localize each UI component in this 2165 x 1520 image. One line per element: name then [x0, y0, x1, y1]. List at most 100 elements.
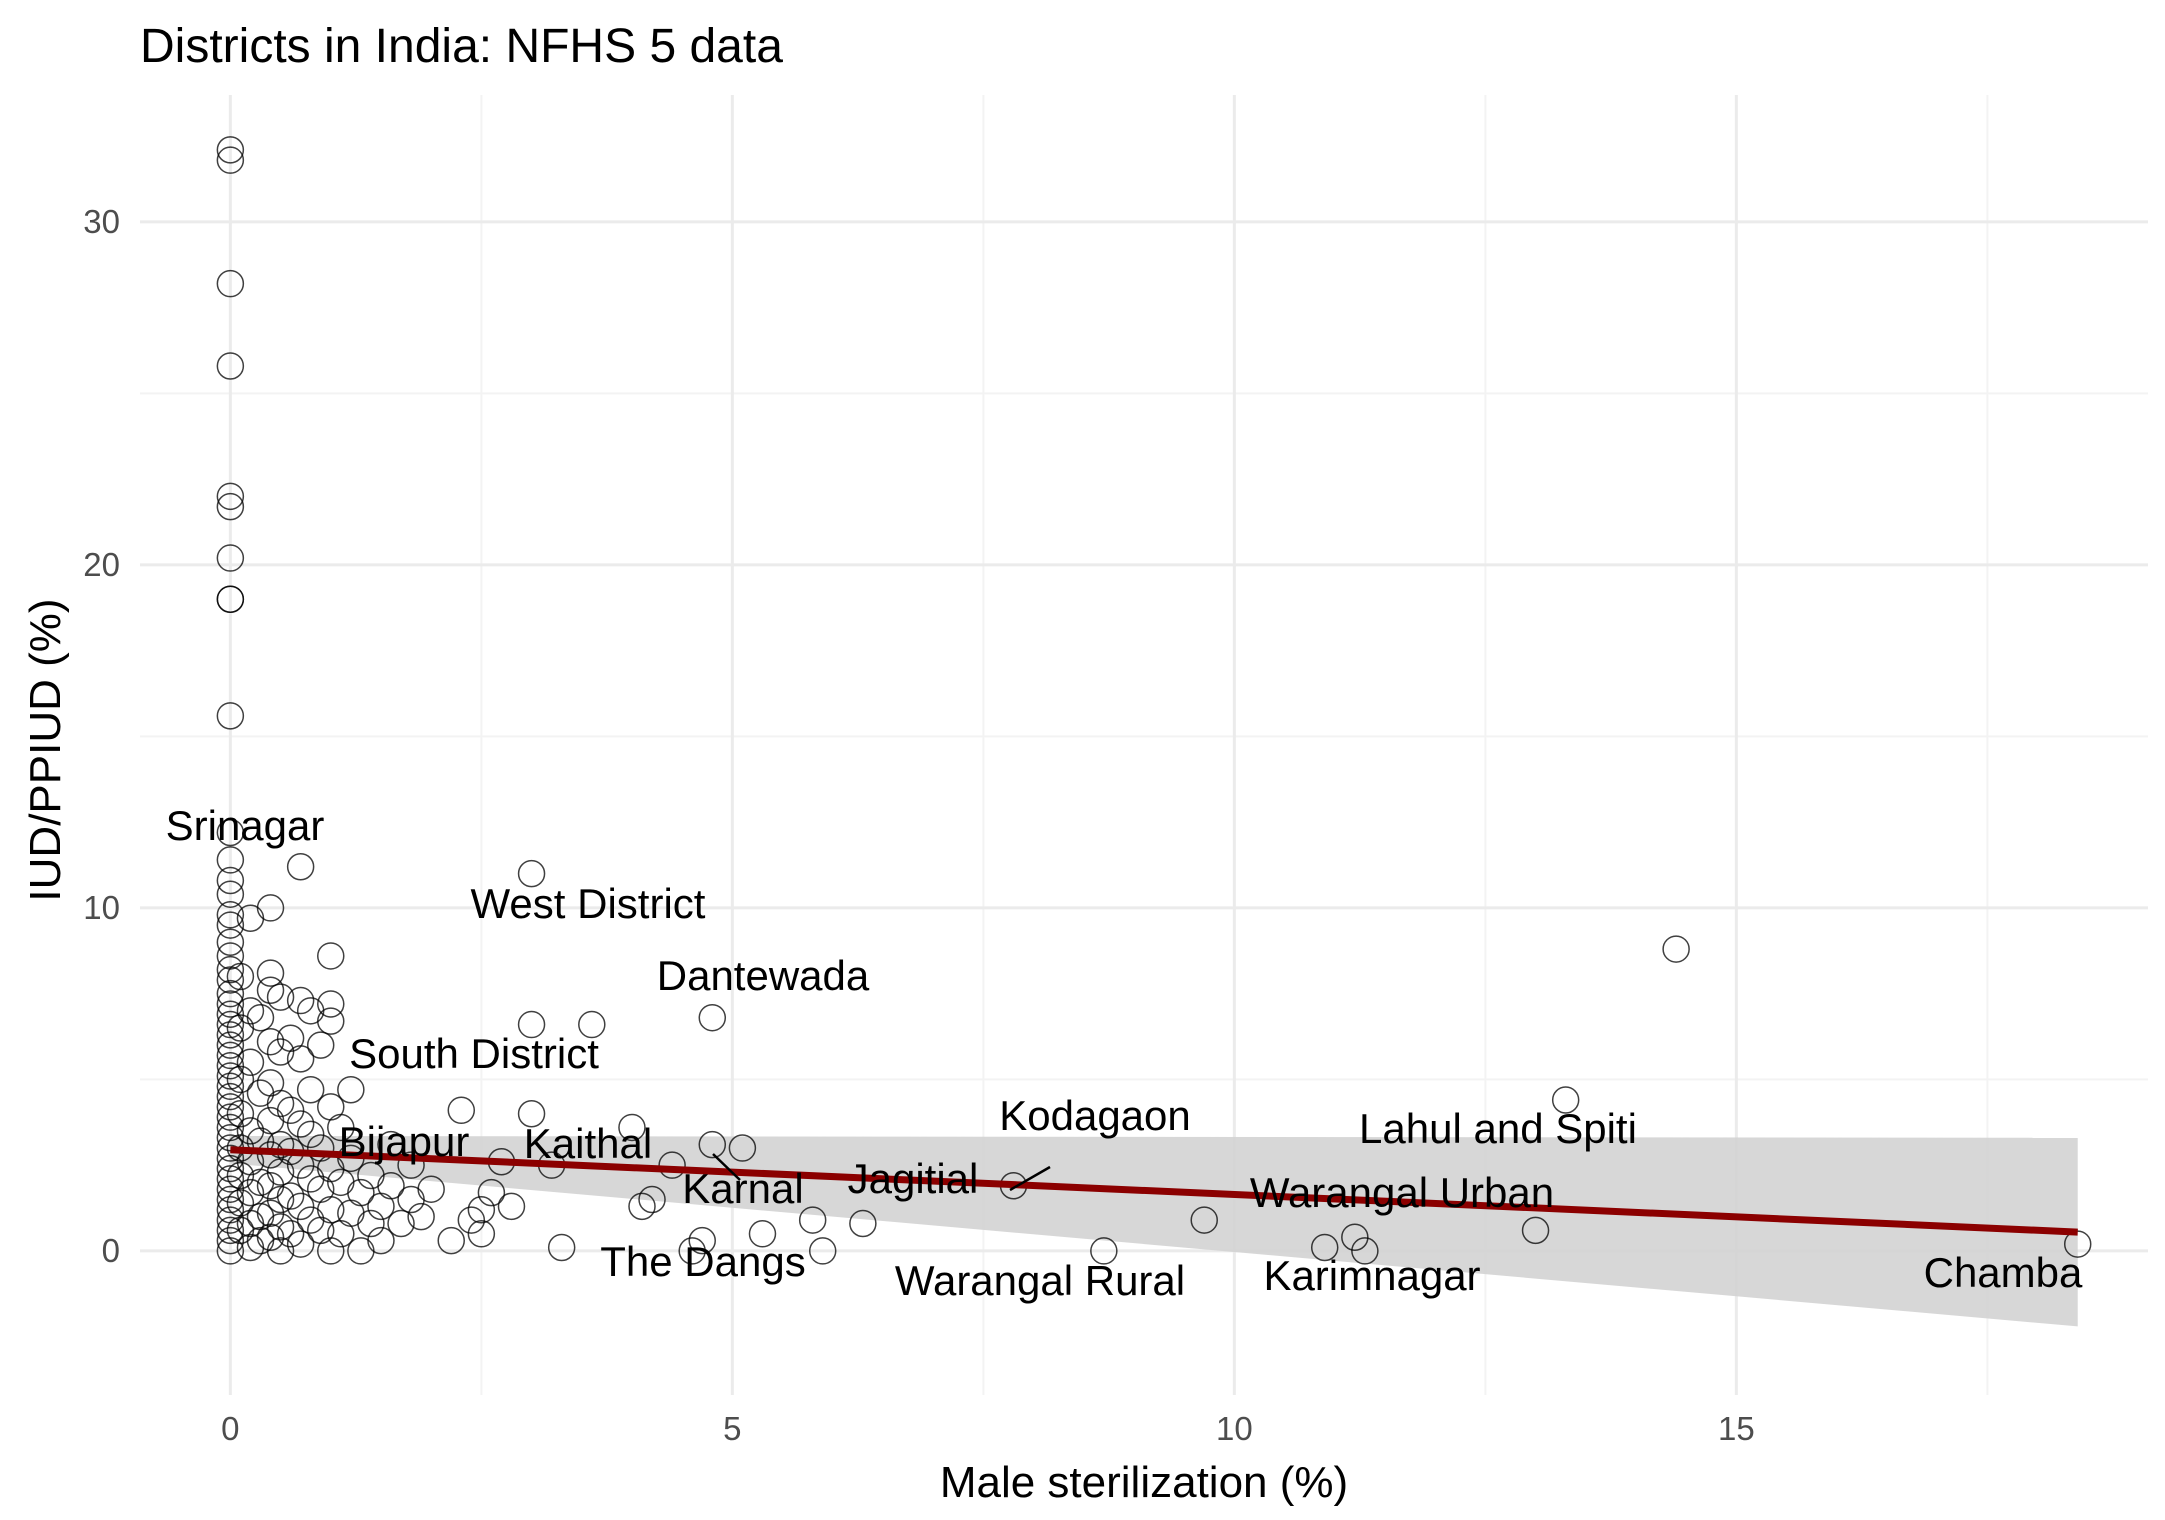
data-point: [216, 1175, 245, 1203]
data-point: [658, 1151, 686, 1179]
trend-line: [230, 1146, 2078, 1236]
data-point: [256, 976, 285, 1005]
data-point: [216, 482, 245, 511]
data-point: [357, 1209, 385, 1238]
data-point: [226, 1099, 255, 1128]
y-tick-label: 10: [83, 889, 120, 926]
data-point: [266, 1038, 295, 1066]
point-label: Karimnagar: [1263, 1252, 1480, 1299]
data-point: [216, 544, 245, 572]
y-axis-title: IUD/PPIUD (%): [21, 598, 70, 901]
point-label: Warangal Rural: [895, 1257, 1185, 1304]
data-point: [216, 1216, 245, 1245]
data-point: [256, 959, 285, 987]
data-point: [216, 1031, 245, 1059]
data-point: [698, 1130, 727, 1159]
data-point: [266, 1089, 295, 1118]
data-point: [286, 1230, 315, 1258]
data-point: [286, 986, 315, 1015]
data-point: [216, 1103, 245, 1131]
data-point: [266, 1237, 295, 1265]
point-label: Karnal: [682, 1165, 803, 1212]
data-point: [447, 1096, 476, 1125]
data-point: [216, 911, 245, 939]
data-point: [317, 942, 345, 970]
data-point: [216, 1041, 245, 1070]
point-label: West District: [471, 880, 706, 927]
data-point: [226, 962, 255, 991]
data-point: [226, 1161, 255, 1190]
data-point: [216, 846, 245, 874]
point-labels-layer: Srinagar West District Dantewada South Dist…: [166, 802, 2083, 1304]
data-point: [286, 1110, 315, 1138]
confidence-band-layer: [230, 1136, 2078, 1327]
data-point: [317, 1237, 345, 1265]
data-point: [327, 1113, 355, 1142]
data-point: [397, 1151, 425, 1179]
data-point: [748, 1220, 777, 1248]
data-point: [216, 1185, 245, 1214]
data-point: [216, 1165, 245, 1193]
x-tick-label: 5: [723, 1410, 741, 1447]
data-point: [216, 901, 245, 929]
data-point: [296, 1206, 325, 1234]
point-label: Kodagaon: [999, 1092, 1191, 1139]
label-leader-line: [1009, 1165, 1051, 1192]
data-point: [216, 1021, 245, 1049]
tick-labels-layer: 0 5 10 15 0 10 20 30: [83, 203, 1754, 1447]
data-point: [798, 1206, 827, 1234]
data-point: [216, 955, 245, 984]
data-point: [286, 1045, 315, 1073]
data-point: [367, 1226, 395, 1255]
data-point: [467, 1196, 496, 1224]
point-label: Jagitial: [848, 1155, 979, 1202]
data-point: [216, 1000, 245, 1029]
points-layer: [216, 136, 2092, 1265]
data-point: [276, 1220, 305, 1248]
data-point: [276, 1182, 305, 1210]
data-point: [638, 1185, 666, 1214]
data-point: [698, 1003, 727, 1032]
data-point: [216, 1144, 245, 1173]
data-point: [1662, 935, 1690, 963]
data-point: [256, 1027, 285, 1056]
data-point: [317, 1196, 345, 1224]
data-point: [1521, 1216, 1550, 1245]
data-point: [688, 1226, 716, 1255]
data-point: [216, 136, 245, 164]
data-point: [266, 983, 295, 1011]
data-point: [477, 1178, 506, 1207]
data-point: [306, 1031, 335, 1059]
point-label: Lahul and Spiti: [1359, 1105, 1637, 1152]
data-point: [317, 990, 345, 1018]
data-point: [1341, 1223, 1369, 1251]
data-point: [276, 1024, 305, 1053]
data-point: [216, 585, 245, 613]
y-tick-label: 20: [83, 546, 120, 583]
x-tick-label: 10: [1216, 1410, 1253, 1447]
data-point: [1190, 1206, 1218, 1234]
point-label: Warangal Urban: [1250, 1169, 1554, 1216]
data-point: [216, 1206, 245, 1234]
data-point: [216, 269, 245, 298]
data-point: [266, 1213, 295, 1241]
data-point: [317, 1007, 345, 1035]
data-point: [337, 1075, 365, 1104]
data-point: [808, 1237, 837, 1265]
data-point: [216, 1226, 245, 1255]
data-point: [497, 1192, 526, 1221]
point-label: Srinagar: [166, 802, 325, 849]
data-point: [216, 1051, 245, 1080]
data-point: [216, 966, 245, 994]
data-point: [236, 1048, 265, 1077]
point-label: Bijapur: [339, 1118, 470, 1165]
data-point: [226, 1065, 255, 1094]
data-point: [1310, 1233, 1339, 1262]
x-tick-label: 0: [221, 1410, 239, 1447]
data-point: [1351, 1237, 1379, 1265]
data-point: [216, 990, 245, 1018]
data-point: [517, 1010, 546, 1039]
data-point: [216, 866, 245, 895]
